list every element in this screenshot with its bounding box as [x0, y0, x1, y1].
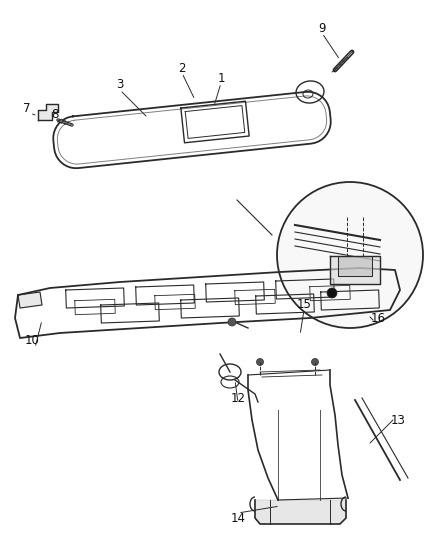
Text: 9: 9	[318, 21, 326, 35]
Circle shape	[228, 318, 236, 326]
Polygon shape	[38, 104, 58, 120]
Circle shape	[311, 359, 318, 366]
Text: 13: 13	[391, 414, 406, 426]
Text: 1: 1	[217, 71, 225, 85]
Text: 10: 10	[25, 334, 39, 346]
Circle shape	[327, 288, 337, 298]
Text: 12: 12	[230, 392, 246, 405]
Text: 7: 7	[23, 101, 31, 115]
Text: 15: 15	[297, 298, 311, 311]
Text: 3: 3	[117, 78, 124, 92]
Circle shape	[277, 182, 423, 328]
Text: 14: 14	[230, 512, 246, 524]
Polygon shape	[18, 292, 42, 308]
Polygon shape	[330, 256, 380, 284]
Text: 8: 8	[51, 109, 59, 122]
Text: 16: 16	[371, 311, 385, 325]
Circle shape	[257, 359, 264, 366]
Text: 2: 2	[178, 61, 186, 75]
Polygon shape	[255, 500, 346, 524]
Polygon shape	[338, 256, 372, 276]
